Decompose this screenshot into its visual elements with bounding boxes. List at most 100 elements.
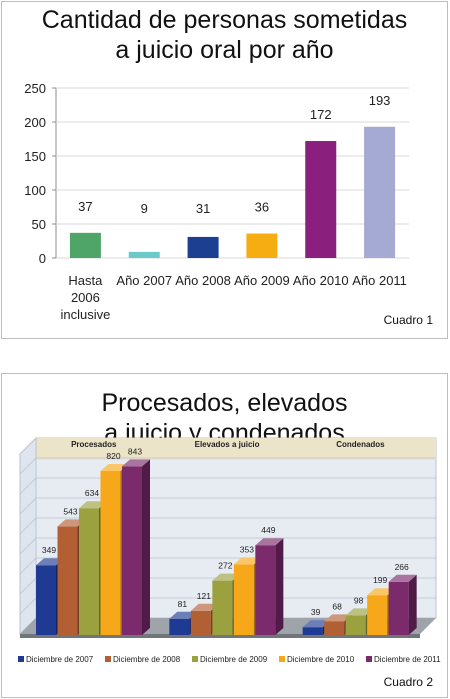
chart-1-x-tick-label: Año 2007: [116, 273, 172, 288]
chart-2-bar: [212, 580, 233, 635]
chart-2-bar: [36, 565, 56, 635]
chart-1-title-line-1: Cantidad de personas sometidas: [41, 6, 408, 34]
chart-2-bar: [388, 581, 409, 635]
chart-2-bar: [255, 545, 276, 635]
chart-2-bar-top: [302, 620, 331, 628]
chart-2-bar: [367, 595, 388, 635]
chart-1-data-label: 9: [141, 201, 148, 216]
chart-2-legend-swatch: [366, 656, 372, 662]
chart-2-bar: [190, 610, 211, 635]
chart-2-data-label: 39: [311, 607, 321, 617]
chart-1-x-tick-label: inclusive: [60, 307, 110, 322]
chart-1-title: Cantidad de personas sometidas a juicio …: [2, 5, 447, 65]
chart-2-data-label: 81: [178, 599, 188, 609]
chart-1-data-label: 172: [310, 107, 332, 122]
chart-1-caption: Cuadro 1: [383, 313, 433, 327]
chart-1-x-tick-label: Año 2009: [234, 273, 290, 288]
chart-1-data-label: 37: [78, 199, 92, 214]
chart-2-data-label: 272: [218, 561, 232, 571]
chart-2-side-wall: [19, 436, 37, 636]
chart-2-bar-top: [122, 459, 150, 467]
chart-2-bar-side: [142, 459, 150, 635]
chart-1-x-tick-label: Año 2011: [352, 273, 407, 288]
chart-2-data-label: 449: [261, 525, 275, 535]
chart-2-legend-swatch: [279, 656, 285, 662]
chart-1-x-tick-label: Año 2010: [293, 273, 349, 288]
chart-2-gridline: [19, 597, 37, 615]
chart-1-y-tick-label: 0: [39, 251, 46, 266]
chart-2-data-label: 634: [85, 488, 99, 498]
chart-2-gridline: [19, 477, 37, 495]
chart-2-gridline: [19, 457, 37, 475]
chart-1-title-line-2: a juicio oral por año: [115, 36, 334, 64]
chart-2-legend-swatch: [105, 656, 111, 662]
chart-2-bar: [122, 466, 142, 635]
chart-2-bar-top: [212, 573, 241, 581]
chart-2-legend-label: Diciembre de 2007: [26, 655, 94, 664]
chart-2-category-label: Condenados: [336, 440, 385, 449]
chart-2-bar-side: [275, 538, 284, 635]
chart-2-bar-top: [100, 464, 129, 471]
chart-2-category-label: Procesados: [71, 440, 117, 449]
chart-1-bar: [69, 232, 101, 258]
chart-panel-1: Cantidad de personas sometidas a juicio …: [1, 1, 448, 339]
chart-2-legend-swatch: [192, 656, 198, 662]
chart-2-caption: Cuadro 2: [383, 675, 433, 689]
chart-1-bar: [187, 236, 219, 258]
chart-2-bar-top: [57, 519, 86, 527]
chart-2-bar-top: [233, 557, 262, 565]
chart-2-bar-top: [324, 614, 353, 622]
chart-2-bar: [57, 526, 78, 635]
chart-2-data-label: 68: [332, 601, 342, 611]
chart-2-plot: 349 543 634 820 843 Procesados 81 121 272 353 449 E…: [18, 436, 441, 664]
chart-2-bar-top: [255, 538, 284, 546]
chart-2-bar-top: [190, 603, 219, 611]
chart-2-legend-label: Diciembre de 2008: [113, 655, 181, 664]
chart-1-y-tick-label: 50: [32, 217, 46, 232]
chart-2-bar: [233, 564, 254, 635]
chart-2-bar-top: [388, 574, 417, 582]
chart-1-bar: [246, 233, 278, 258]
chart-2-wall-band: [36, 438, 436, 460]
chart-2-legend-label: Diciembre de 2009: [200, 655, 268, 664]
chart-2-bar: [324, 621, 345, 635]
chart-2-category-label: Elevados a juicio: [195, 440, 260, 449]
chart-1-y-tick-label: 250: [24, 81, 46, 96]
chart-1-y-tick-label: 100: [24, 183, 46, 198]
chart-2-bar: [302, 627, 323, 635]
chart-2-gridline: [19, 557, 37, 575]
chart-2-bar-top: [367, 588, 396, 596]
chart-1-data-label: 193: [369, 93, 391, 108]
chart-1-x-tick-label: Año 2008: [175, 273, 231, 288]
chart-2-data-label: 266: [395, 562, 409, 572]
chart-2-gridline: [19, 577, 37, 595]
chart-1-y-tick-label: 150: [24, 149, 46, 164]
chart-2-legend-label: Diciembre de 2010: [287, 655, 355, 664]
chart-2-bar-top: [345, 608, 374, 616]
chart-2-bar-top: [36, 558, 64, 566]
chart-2-data-label: 820: [106, 451, 120, 461]
chart-2-bar: [169, 618, 190, 635]
chart-1-plot: 0 50 100 150 200 250 37 Hasta 2006 inclusive 9 Año …: [24, 81, 409, 322]
chart-1-data-label: 36: [255, 200, 269, 215]
chart-2-bar-side: [408, 574, 417, 635]
chart-2-data-label: 199: [373, 575, 387, 585]
chart-1-y-tick-label: 200: [24, 115, 46, 130]
chart-1-data-label: 31: [196, 201, 210, 216]
chart-2-bar: [79, 508, 99, 635]
chart-1-bar: [305, 141, 337, 258]
chart-panel-2: Procesados, elevados a juicio y condenad…: [1, 373, 448, 698]
chart-1-x-tick-label: Hasta: [68, 273, 103, 288]
chart-2-bar: [100, 471, 121, 635]
chart-2-bar-top: [169, 611, 198, 619]
chart-2-legend-label: Diciembre de 2011: [374, 655, 441, 664]
chart-1-bar: [364, 126, 396, 258]
chart-2-data-label: 353: [240, 544, 254, 554]
chart-1-bar: [128, 251, 160, 258]
chart-2-gridline: [19, 497, 37, 515]
chart-2-gridline: [19, 537, 37, 555]
chart-2-legend-swatch: [18, 656, 24, 662]
chart-1-x-tick-label: 2006: [71, 290, 100, 305]
chart-2-data-label: 349: [42, 545, 56, 555]
chart-2-data-label: 121: [197, 591, 211, 601]
